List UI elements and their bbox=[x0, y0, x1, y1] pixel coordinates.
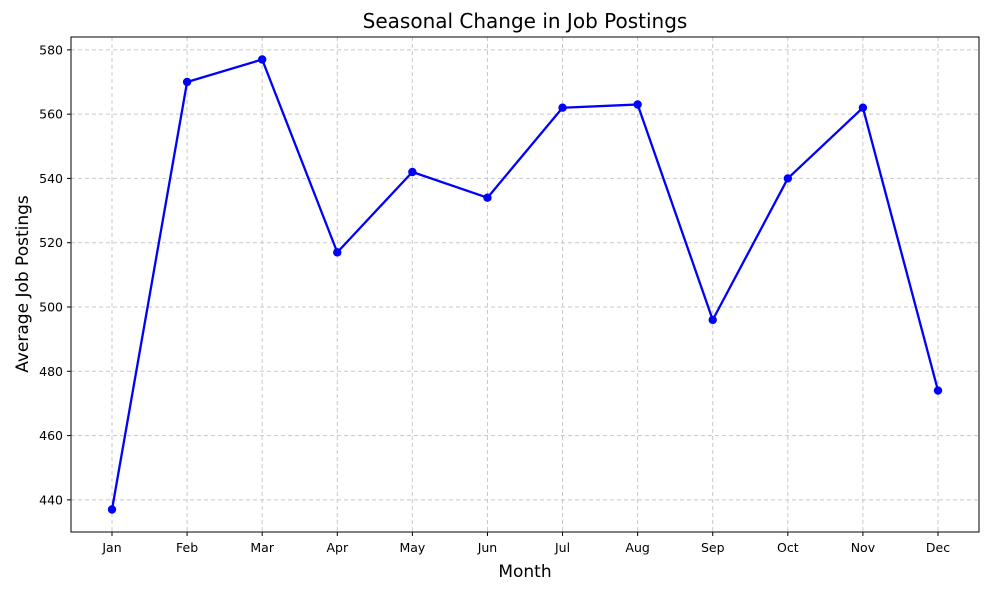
y-tick-label: 560 bbox=[39, 107, 63, 122]
plot-frame bbox=[70, 36, 980, 533]
x-tick-label: Jul bbox=[554, 540, 570, 555]
x-axis: Jan Feb Mar Apr May Jun Jul Aug Sep Oct Nov Dec bbox=[101, 532, 950, 555]
data-point bbox=[408, 167, 417, 177]
x-tick-label: Feb bbox=[176, 540, 198, 555]
data-point bbox=[858, 103, 868, 112]
grid bbox=[71, 37, 979, 532]
x-tick-label: Nov bbox=[851, 540, 876, 555]
y-axis-title: Average Job Postings bbox=[13, 195, 33, 373]
data-point bbox=[933, 386, 943, 395]
series-line bbox=[110, 58, 940, 510]
data-point bbox=[483, 193, 492, 202]
y-tick-label: 520 bbox=[39, 235, 63, 250]
x-axis-title: Month bbox=[498, 562, 551, 582]
series bbox=[107, 55, 943, 514]
data-point bbox=[182, 77, 192, 87]
data-point bbox=[257, 55, 267, 64]
data-point bbox=[633, 100, 642, 109]
x-tick-label: Dec bbox=[926, 540, 950, 555]
x-tick-label: May bbox=[399, 540, 425, 555]
data-point bbox=[333, 248, 342, 257]
y-tick-label: 580 bbox=[39, 42, 63, 57]
data-point bbox=[107, 505, 117, 514]
y-tick-label: 500 bbox=[39, 300, 63, 315]
x-tick-label: Aug bbox=[625, 540, 649, 555]
y-tick-label: 480 bbox=[39, 364, 63, 379]
data-point bbox=[708, 315, 717, 325]
x-tick-label: Oct bbox=[777, 540, 799, 555]
x-tick-label: Jun bbox=[477, 540, 498, 555]
y-tick-label: 540 bbox=[39, 171, 63, 186]
y-tick-label: 460 bbox=[39, 428, 63, 443]
chart-title: Seasonal Change in Job Postings bbox=[363, 9, 688, 33]
y-axis: 440 460 480 500 520 540 560 580 bbox=[39, 42, 71, 507]
x-tick-label: Sep bbox=[701, 540, 725, 555]
x-tick-label: Jan bbox=[101, 540, 121, 555]
data-point bbox=[783, 174, 793, 183]
y-tick-label: 440 bbox=[39, 492, 63, 507]
x-tick-label: Apr bbox=[326, 540, 348, 555]
x-tick-label: Mar bbox=[250, 540, 274, 555]
data-point bbox=[558, 103, 567, 112]
